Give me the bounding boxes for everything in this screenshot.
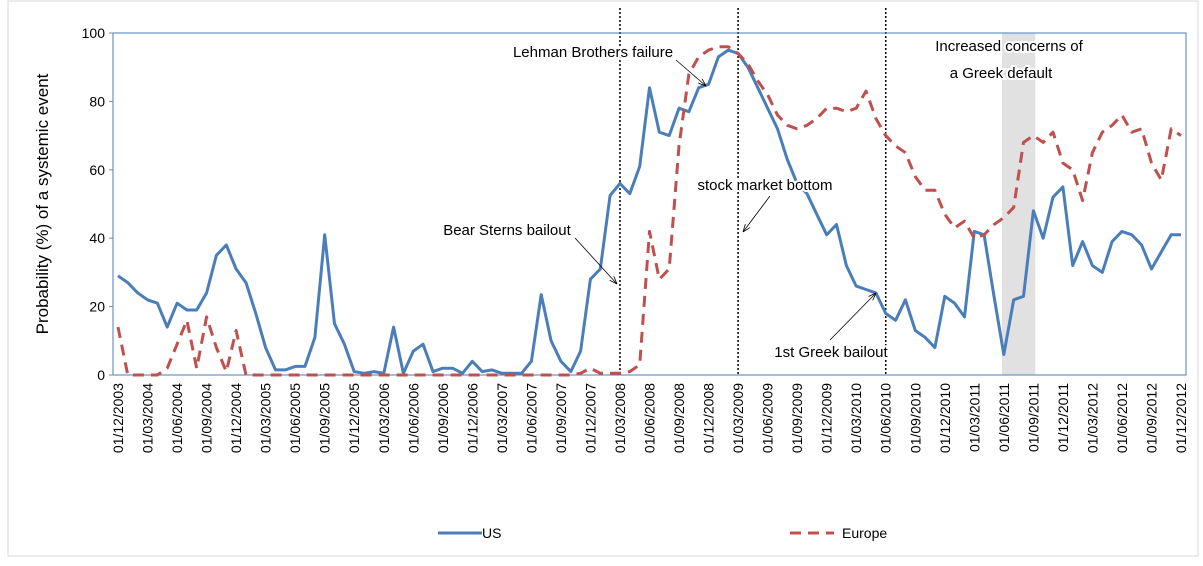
x-tick-label: 01/06/2012: [1114, 383, 1130, 453]
x-tick-label: 01/12/2005: [346, 383, 362, 453]
x-tick-label: 01/06/2005: [287, 383, 303, 453]
x-tick-label: 01/09/2006: [435, 383, 451, 453]
x-tick-label: 01/06/2007: [523, 383, 539, 453]
annotation: 1st Greek bailout: [774, 344, 888, 361]
x-tick-label: 01/12/2008: [701, 383, 717, 453]
x-tick-label: 01/06/2011: [996, 383, 1012, 452]
annotation: Increased concerns of: [935, 38, 1083, 55]
x-tick-label: 01/06/2008: [642, 383, 658, 453]
x-tick-label: 01/09/2007: [553, 383, 569, 453]
chart-frame: [7, 0, 1199, 557]
y-tick-label: 100: [82, 25, 106, 41]
x-tick-label: 01/09/2012: [1143, 383, 1159, 453]
annotation: a Greek default: [950, 65, 1053, 82]
x-tick-label: 01/03/2009: [730, 383, 746, 453]
x-tick-label: 01/12/2003: [110, 383, 126, 453]
y-tick-label: 20: [89, 299, 105, 315]
y-axis-title: Probability (%) of a systemic event: [33, 73, 52, 334]
x-tick-label: 01/03/2007: [494, 383, 510, 453]
x-tick-label: 01/09/2009: [789, 383, 805, 453]
x-tick-label: 01/12/2010: [937, 383, 953, 453]
x-tick-label: 01/03/2012: [1084, 383, 1100, 453]
annotation: Lehman Brothers failure: [513, 44, 673, 61]
x-tick-label: 01/03/2010: [848, 383, 864, 453]
annotation-arrow: [675, 59, 706, 86]
x-tick-label: 01/06/2010: [878, 383, 894, 453]
y-tick-label: 0: [97, 367, 105, 383]
x-tick-label: 01/06/2009: [760, 383, 776, 453]
x-tick-label: 01/12/2011: [1055, 383, 1071, 452]
legend-label: Europe: [842, 525, 887, 541]
x-tick-label: 01/03/2008: [612, 383, 628, 453]
legend-label: US: [482, 525, 501, 541]
x-tick-label: 01/03/2011: [966, 383, 982, 452]
x-tick-label: 01/09/2010: [907, 383, 923, 453]
x-tick-label: 01/12/2006: [464, 383, 480, 453]
y-tick-label: 60: [89, 162, 105, 178]
x-tick-label: 01/06/2004: [169, 383, 185, 453]
x-tick-label: 01/09/2008: [671, 383, 687, 453]
x-tick-label: 01/12/2009: [819, 383, 835, 453]
x-tick-label: 01/09/2004: [199, 383, 215, 453]
highlight-band: [1001, 33, 1036, 375]
annotation-arrow: [829, 293, 876, 341]
x-tick-label: 01/03/2004: [140, 383, 156, 453]
y-tick-label: 40: [89, 230, 105, 246]
x-tick-label: 01/09/2011: [1025, 383, 1041, 452]
x-tick-label: 01/06/2006: [405, 383, 421, 453]
series-line: [117, 48, 1181, 375]
x-tick-label: 01/03/2005: [258, 383, 274, 453]
x-tick-label: 01/09/2005: [317, 383, 333, 453]
x-tick-label: 01/12/2004: [228, 383, 244, 453]
annotation-arrow: [743, 195, 771, 232]
x-tick-label: 01/12/2007: [582, 383, 598, 453]
x-tick-label: 01/03/2006: [376, 383, 392, 453]
annotation-arrow: [574, 237, 617, 284]
series-line: [116, 45, 1182, 377]
plot-border: [112, 32, 1187, 376]
y-tick-label: 80: [89, 93, 105, 109]
x-tick-label: 01/12/2012: [1173, 383, 1189, 453]
annotation: stock market bottom: [697, 177, 832, 194]
annotation: Bear Sterns bailout: [443, 222, 571, 239]
